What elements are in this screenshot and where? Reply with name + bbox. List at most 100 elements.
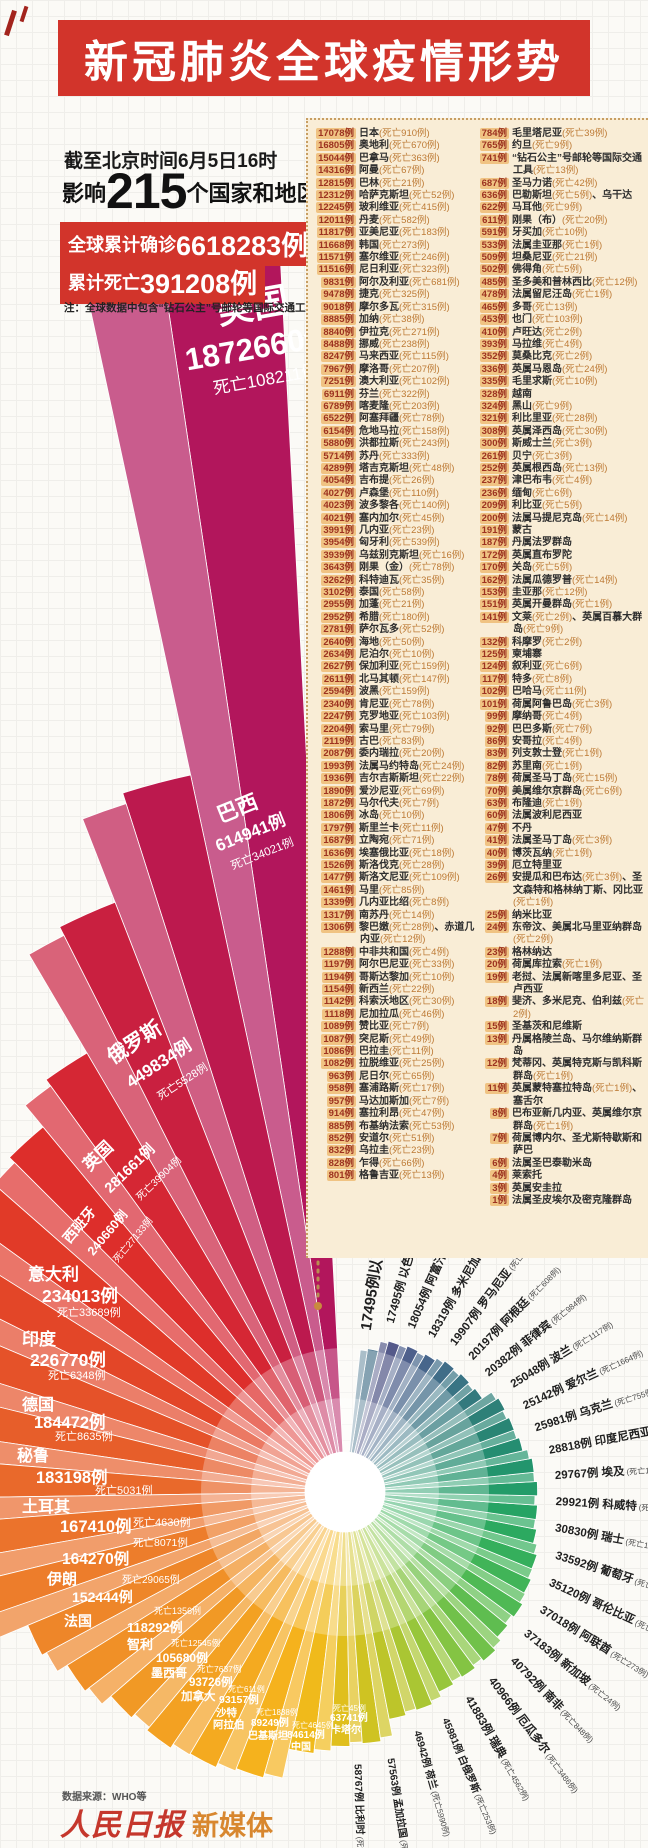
fan-label: 29767例 埃及(死亡1126例) <box>554 1461 648 1482</box>
case-count-badge: 2204例 <box>321 723 356 735</box>
case-count-badge: 2627例 <box>321 661 356 673</box>
list-item: 11516例 尼日利亚(死亡323例) <box>316 264 450 276</box>
case-count-badge: 801例 <box>326 1170 356 1182</box>
brand-suffix: 新媒体 <box>192 1811 273 1841</box>
case-count-badge: 2611例 <box>321 673 356 685</box>
list-item: 1461例 马里(死亡85例) <box>321 884 425 896</box>
case-count-badge: 4027例 <box>321 487 356 499</box>
list-item: 151例 英属开曼群岛(死亡1例) <box>479 599 613 611</box>
fan-label: 伊朗 <box>46 1570 77 1588</box>
case-count-badge: 125例 <box>479 649 509 661</box>
list-item: 1339例 几内亚比绍(死亡8例) <box>321 897 450 909</box>
list-item: 335例 毛里求斯(死亡10例) <box>479 376 598 388</box>
list-item: 24例 东帝汶、美属北马里亚纳群岛(死亡2例) <box>484 922 642 946</box>
fan-label: 93726例 <box>189 1675 232 1689</box>
case-count-badge: 12例 <box>484 1058 509 1070</box>
list-item: 1197例 阿尔巴尼亚(死亡33例) <box>321 959 455 971</box>
case-count-badge: 1461例 <box>321 884 356 896</box>
fan-label: 184472例 <box>34 1412 106 1432</box>
fan-label: 土耳其 <box>22 1497 70 1516</box>
case-count-badge: 914例 <box>326 1108 356 1120</box>
case-count-badge: 828例 <box>326 1157 356 1169</box>
list-item: 2087例 委内瑞拉(死亡20例) <box>321 748 445 760</box>
fan-label: 法国 <box>64 1613 92 1629</box>
list-item: 132例 科摩罗(死亡2例) <box>479 636 583 648</box>
case-count-badge: 170例 <box>479 562 509 574</box>
case-count-badge: 4054例 <box>321 475 356 487</box>
case-count-badge: 172例 <box>479 549 509 561</box>
list-item: 478例 法属留尼汪岛(死亡1例) <box>479 289 613 301</box>
list-item: 2119例 古巴(死亡83例) <box>321 735 425 747</box>
case-count-badge: 191例 <box>479 525 509 536</box>
list-item: 1797例 斯里兰卡(死亡11例) <box>321 822 444 834</box>
case-count-badge: 82例 <box>484 760 509 772</box>
case-count-badge: 485例 <box>479 276 509 288</box>
case-count-badge: 12245例 <box>316 202 356 214</box>
case-count-badge: 885例 <box>326 1120 356 1132</box>
case-count-badge: 3939例 <box>321 549 356 561</box>
list-item: 7251例 澳大利亚(死亡102例) <box>321 376 450 388</box>
list-item: 4021例 塞内加尔(死亡45例) <box>321 512 445 524</box>
case-count-badge: 209例 <box>479 500 509 512</box>
list-item: 9018例 摩尔多瓦(死亡315例) <box>321 301 450 313</box>
case-count-badge: 6789例 <box>321 400 356 412</box>
fan-label: 93157例 <box>219 1693 259 1706</box>
case-count-badge: 1089例 <box>321 1021 356 1033</box>
case-count-badge: 9018例 <box>321 301 356 313</box>
fan-label: 死亡8635例 <box>55 1429 112 1443</box>
case-count-badge: 1288例 <box>321 946 356 958</box>
list-item: 3262例 科特迪瓦(死亡35例) <box>321 574 445 586</box>
case-count-badge: 99例 <box>484 711 509 723</box>
fan-radial-label: 46942例 荷兰(死亡5990例) <box>411 1729 452 1838</box>
case-count-badge: 2247例 <box>321 711 356 723</box>
fan-label: 152444例 <box>72 1589 133 1605</box>
list-item: 82例 苏里南(死亡1例) <box>484 760 583 772</box>
case-count-badge: 16805例 <box>316 140 356 152</box>
inner-ring <box>251 1398 439 1586</box>
case-count-badge: 8885例 <box>321 314 356 326</box>
list-item: 828例 乍得(死亡66例) <box>326 1157 425 1169</box>
list-item: 162例 法属瓜德罗普(死亡14例) <box>479 574 618 586</box>
case-count-badge: 15044例 <box>316 152 356 164</box>
case-count-badge: 11668例 <box>316 239 356 251</box>
fan-label: 死亡4645例 <box>292 1720 334 1730</box>
fan-label: 智利 <box>127 1637 153 1652</box>
case-count-badge: 1例 <box>490 1194 509 1206</box>
list-item: 236例 缅甸(死亡6例) <box>479 487 573 499</box>
case-count-badge: 24例 <box>484 922 509 933</box>
list-item: 3939例 乌兹别克斯坦(死亡16例) <box>321 549 465 561</box>
list-item: 321例 利比里亚(死亡28例) <box>479 413 598 425</box>
fan-label: 105680例 <box>156 1650 208 1665</box>
case-count-badge: 8840例 <box>321 326 356 338</box>
page-title: 新冠肺炎全球疫情形势 <box>84 38 564 87</box>
case-count-badge: 2781例 <box>321 624 356 636</box>
case-count-badge: 13例 <box>484 1033 509 1045</box>
list-item: 963例 尼日尔(死亡65例) <box>326 1070 435 1082</box>
case-count-badge: 1086例 <box>321 1046 356 1058</box>
fan-label: 29921例 科威特(死亡236例) <box>555 1494 648 1516</box>
case-count-badge: 3991例 <box>321 525 356 536</box>
case-count-badge: 1687例 <box>321 835 356 847</box>
case-count-badge: 2119例 <box>321 735 356 747</box>
list-item: 502例 佛得角(死亡5例) <box>479 264 583 276</box>
fan-label: 卡塔尔 <box>331 1723 361 1736</box>
case-count-badge: 958例 <box>326 1083 356 1095</box>
list-item: 958例 塞浦路斯(死亡17例) <box>326 1083 445 1095</box>
list-item: 4027例 卢森堡(死亡110例) <box>321 487 439 499</box>
as-of-date: 截至北京时间6月5日16时 <box>64 151 278 172</box>
case-count-badge: 60例 <box>484 810 509 822</box>
fan-radial-label: 30830例 瑞士(死亡1659例) <box>554 1520 648 1555</box>
case-count-badge: 328例 <box>479 388 509 400</box>
list-item: 6522例 阿塞拜疆(死亡78例) <box>321 413 445 425</box>
list-item: 2634例 尼泊尔(死亡10例) <box>321 649 435 661</box>
list-item: 1872例 马尔代夫(死亡7例) <box>321 797 440 809</box>
fan-label: 沙特 <box>216 1706 237 1719</box>
case-count-badge: 25例 <box>484 909 509 921</box>
case-count-badge: 478例 <box>479 289 509 301</box>
list-item: 832例 乌拉圭(死亡23例) <box>326 1145 435 1157</box>
fan-label: 84614例 <box>287 1728 325 1741</box>
case-count-badge: 92例 <box>484 723 509 735</box>
list-item: 410例 卢旺达(死亡2例) <box>479 326 583 338</box>
list-item: 591例 牙买加(死亡10例) <box>479 227 588 239</box>
list-item: 252例 英属根西岛(死亡13例) <box>479 462 608 474</box>
